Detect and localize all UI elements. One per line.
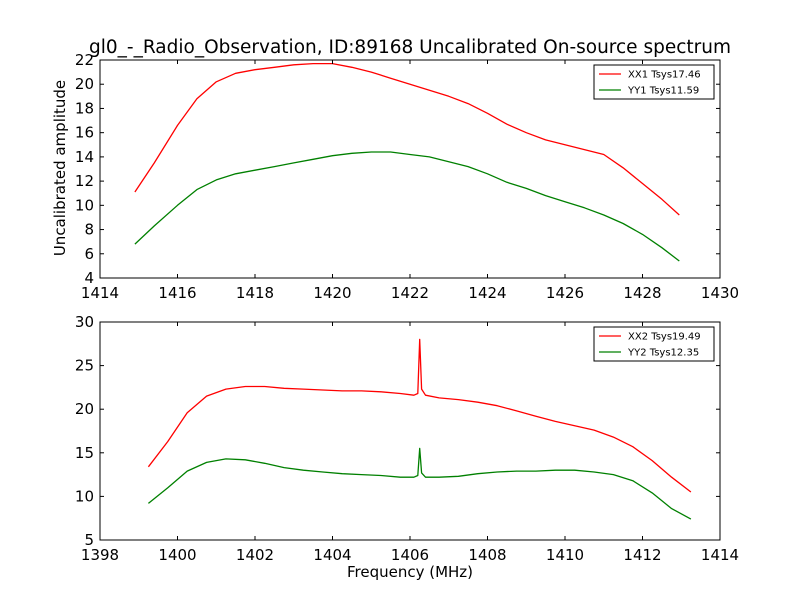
y-tick-label: 10 — [75, 196, 94, 214]
y-tick-label: 4 — [84, 269, 94, 287]
x-tick-label: 1408 — [468, 546, 506, 564]
x-tick-label: 1426 — [546, 284, 584, 302]
x-tick-label: 1418 — [236, 284, 274, 302]
x-tick-label: 1422 — [391, 284, 429, 302]
legend-label: YY2 Tsys12.35 — [627, 348, 699, 359]
legend-box — [593, 64, 715, 100]
legend-label: XX1 Tsys17.46 — [628, 70, 701, 81]
x-tick-label: 1410 — [546, 546, 584, 564]
y-tick-label: 5 — [84, 531, 94, 549]
y-tick-label: 6 — [84, 245, 94, 263]
series-line-yy2 — [147, 447, 692, 520]
legend: XX2 Tsys19.49 YY2 Tsys12.35 — [593, 326, 715, 362]
x-tick-label: 1416 — [158, 284, 196, 302]
legend: XX1 Tsys17.46 YY1 Tsys11.59 — [593, 64, 715, 100]
y-tick-label: 25 — [75, 357, 94, 375]
x-tick-label: 1404 — [313, 546, 351, 564]
x-tick-label: 1402 — [236, 546, 274, 564]
series-line-xx1 — [134, 62, 680, 216]
y-tick-label: 16 — [75, 124, 94, 142]
figure-title: gl0_-_Radio_Observation, ID:89168 Uncali… — [89, 37, 731, 58]
y-tick-label: 20 — [75, 75, 94, 93]
series-line-xx2 — [147, 338, 692, 493]
y-tick-label: 12 — [75, 172, 94, 190]
x-tick-label: 1414 — [701, 546, 739, 564]
x-tick-label: 1414 — [81, 284, 119, 302]
y-tick-label: 8 — [84, 221, 94, 239]
x-tick-label: 1412 — [623, 546, 661, 564]
x-tick-label: 1430 — [701, 284, 739, 302]
y-axis-label: Uncalibrated amplitude — [51, 80, 69, 256]
y-tick-label: 15 — [75, 444, 94, 462]
x-tick-label: 1428 — [623, 284, 661, 302]
y-tick-label: 14 — [75, 148, 94, 166]
x-tick-label: 1406 — [391, 546, 429, 564]
x-tick-label: 1398 — [81, 546, 119, 564]
y-tick-label: 22 — [75, 51, 94, 69]
series-line-yy1 — [134, 151, 680, 262]
legend-box — [593, 326, 715, 362]
legend-label: XX2 Tsys19.49 — [628, 332, 701, 343]
top-spectrum-panel: 1414 1416 1418 1420 1422 1424 1426 1428 14304681… — [75, 51, 739, 302]
y-tick-label: 20 — [75, 400, 94, 418]
x-tick-label: 1424 — [468, 284, 506, 302]
x-tick-label: 1420 — [313, 284, 351, 302]
y-tick-label: 30 — [75, 313, 94, 331]
y-tick-label: 18 — [75, 99, 94, 117]
x-axis-label: Frequency (MHz) — [347, 563, 473, 581]
y-tick-label: 10 — [75, 487, 94, 505]
legend-label: YY1 Tsys11.59 — [627, 86, 699, 97]
x-tick-label: 1400 — [158, 546, 196, 564]
bottom-spectrum-panel: 1398 1400 1402 1404 1406 1408 1410 1412 1414 5 10 1… — [75, 313, 739, 564]
